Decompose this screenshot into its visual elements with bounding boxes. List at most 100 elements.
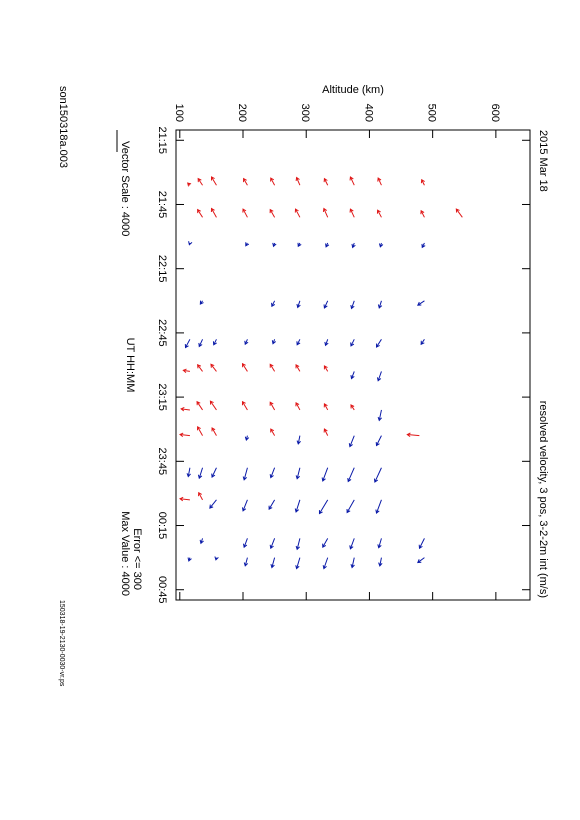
x-tick-label: 21:15 xyxy=(156,127,168,155)
vector xyxy=(243,177,248,186)
vector xyxy=(211,467,217,478)
vector xyxy=(351,242,356,249)
vector xyxy=(348,435,355,448)
vector xyxy=(406,432,420,437)
x-tick-label: 00:15 xyxy=(156,512,168,540)
vector xyxy=(318,499,329,515)
vector xyxy=(421,242,426,249)
vector xyxy=(375,435,382,447)
vector xyxy=(269,538,276,550)
vector xyxy=(322,538,329,549)
chart-title: 2015 Mar 18 xyxy=(537,130,549,192)
vector xyxy=(373,467,382,483)
error-note: Error <= 300 xyxy=(131,528,143,590)
vector xyxy=(377,177,382,186)
vector xyxy=(196,400,203,411)
vector xyxy=(270,557,276,569)
vector xyxy=(294,499,301,513)
x-tick-label: 22:15 xyxy=(156,255,168,283)
vector xyxy=(350,371,355,380)
y-tick-label: 500 xyxy=(426,104,438,122)
y-tick-label: 100 xyxy=(173,104,185,122)
vector xyxy=(179,432,190,438)
max-note: Max Value : 4000 xyxy=(119,511,131,596)
vector xyxy=(323,403,329,411)
vector xyxy=(417,557,425,564)
vector xyxy=(295,538,301,551)
vector xyxy=(198,491,203,501)
rotated-page: 2015 Mar 18 resolved velocity, 3 pos, 3-… xyxy=(57,84,549,687)
vector xyxy=(212,339,217,346)
vector xyxy=(186,467,191,478)
vector xyxy=(323,300,329,309)
vector xyxy=(349,538,355,550)
vector xyxy=(182,368,190,373)
x-tick-label: 23:45 xyxy=(156,448,168,476)
vector xyxy=(377,538,382,549)
vector xyxy=(455,208,463,218)
vector xyxy=(179,496,190,502)
vector xyxy=(295,363,301,372)
vector xyxy=(198,339,204,348)
vector xyxy=(377,409,382,422)
vector xyxy=(242,208,248,218)
vector xyxy=(187,557,192,562)
vector xyxy=(209,400,217,411)
y-axis-label: Altitude (km) xyxy=(322,84,384,96)
vector xyxy=(325,242,330,248)
vector xyxy=(243,538,248,549)
vector xyxy=(271,339,277,345)
vector xyxy=(241,400,248,411)
chart-subtitle: resolved velocity, 3 pos, 3-2-2m int (m/… xyxy=(537,401,549,598)
vector xyxy=(187,182,192,187)
vector xyxy=(184,339,191,349)
vector xyxy=(269,363,276,372)
vector xyxy=(376,209,382,218)
vector xyxy=(269,208,276,218)
vector xyxy=(295,557,301,570)
vector xyxy=(211,427,217,436)
vector xyxy=(197,425,203,436)
vector xyxy=(349,176,355,186)
vector xyxy=(296,339,301,346)
vector xyxy=(241,499,248,512)
vector xyxy=(350,300,355,310)
vector xyxy=(294,208,301,218)
vector xyxy=(375,499,382,514)
vector xyxy=(197,467,204,480)
vector xyxy=(349,208,355,218)
y-tick-label: 300 xyxy=(299,104,311,122)
vector xyxy=(242,467,248,481)
vector xyxy=(346,499,355,514)
vector xyxy=(322,207,329,218)
vector xyxy=(295,467,301,480)
file-name: son150318a.003 xyxy=(57,86,69,168)
y-tick-label: 400 xyxy=(362,104,374,122)
x-axis-label: UT HH:MM xyxy=(124,338,136,393)
vector xyxy=(378,242,384,248)
vector xyxy=(323,428,329,436)
vector xyxy=(197,177,203,186)
vector xyxy=(244,339,249,346)
vector xyxy=(272,242,277,248)
vector xyxy=(244,435,250,441)
vector xyxy=(209,499,217,509)
x-tick-label: 00:45 xyxy=(156,576,168,604)
y-tick-label: 600 xyxy=(489,104,501,122)
vector xyxy=(188,241,193,246)
vector xyxy=(375,339,382,348)
vector xyxy=(243,557,249,567)
vector xyxy=(350,339,355,347)
x-tick-label: 22:45 xyxy=(156,319,168,347)
x-tick-label: 21:45 xyxy=(156,191,168,219)
vector xyxy=(295,176,301,186)
vector xyxy=(270,428,276,436)
vector xyxy=(420,209,425,218)
vector xyxy=(323,177,329,186)
vector xyxy=(270,177,276,186)
footer: 150318-19-2130-0030-vr.ps xyxy=(58,600,65,687)
vector xyxy=(210,207,217,218)
vector xyxy=(214,556,219,561)
